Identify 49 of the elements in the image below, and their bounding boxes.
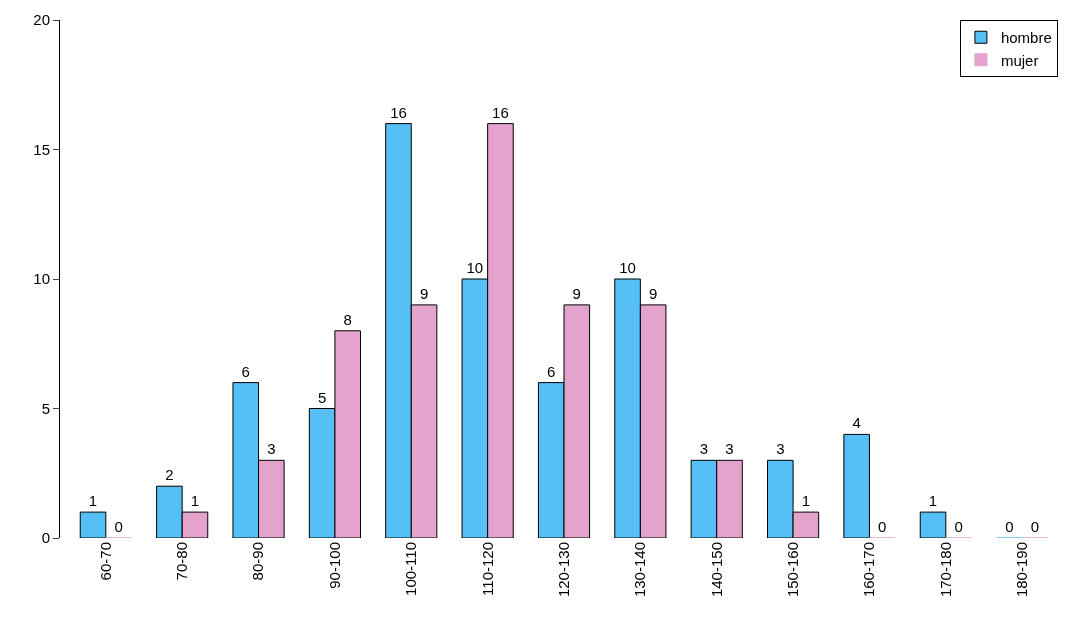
data-label: 6	[547, 362, 556, 380]
y-tick-label: 20	[33, 11, 50, 29]
data-label: 10	[466, 259, 484, 276]
x-tick-label: 70-80	[173, 542, 191, 581]
x-tick-label: 90-100	[325, 542, 343, 589]
data-label: 2	[165, 466, 174, 484]
data-label: 1	[801, 492, 811, 510]
data-label: 10	[619, 259, 636, 276]
x-tick-label: 180-190	[1013, 542, 1031, 598]
x-tick-label: 170-180	[936, 542, 954, 598]
x-tick-label: 60-70	[96, 542, 114, 581]
data-label: 4	[852, 414, 861, 432]
data-label: 3	[776, 440, 785, 458]
data-label: 0	[1030, 518, 1040, 535]
data-label: 1	[928, 492, 938, 510]
data-label: 0	[878, 518, 887, 535]
bar	[919, 511, 947, 538]
data-label: 5	[317, 388, 327, 406]
x-tick-label: 110-120	[478, 542, 496, 596]
x-tick-label: 140-150	[707, 542, 725, 598]
data-label: 3	[267, 440, 276, 458]
bar	[843, 433, 870, 538]
legend-label: mujer	[1000, 51, 1039, 69]
data-label: 8	[343, 310, 352, 328]
data-label: 0	[954, 518, 963, 535]
x-tick-label: 160-170	[860, 542, 878, 598]
x-tick-label: 120-130	[554, 542, 572, 598]
data-label: 9	[572, 284, 581, 302]
y-tick-label: 10	[33, 270, 50, 288]
x-tick-label: 80-90	[249, 542, 267, 581]
bar	[79, 511, 107, 538]
data-label: 6	[241, 362, 250, 380]
y-tick-label: 5	[41, 399, 50, 417]
data-label: 3	[699, 440, 709, 458]
data-label: 0	[1005, 518, 1014, 535]
y-tick-label: 15	[33, 140, 50, 158]
legend-label: hombre	[1000, 29, 1052, 47]
data-label: 9	[419, 284, 429, 302]
data-label: 9	[648, 284, 658, 302]
data-label: 1	[190, 492, 200, 510]
x-tick-label: 150-160	[783, 542, 801, 598]
data-label: 16	[492, 103, 509, 121]
x-tick-label: 100-110	[402, 542, 420, 596]
data-label: 16	[390, 103, 407, 121]
data-label: 1	[88, 492, 98, 510]
data-label: 3	[725, 440, 734, 458]
x-tick-label: 130-140	[631, 542, 649, 598]
data-label: 0	[114, 518, 123, 535]
y-tick-label: 0	[41, 529, 50, 547]
